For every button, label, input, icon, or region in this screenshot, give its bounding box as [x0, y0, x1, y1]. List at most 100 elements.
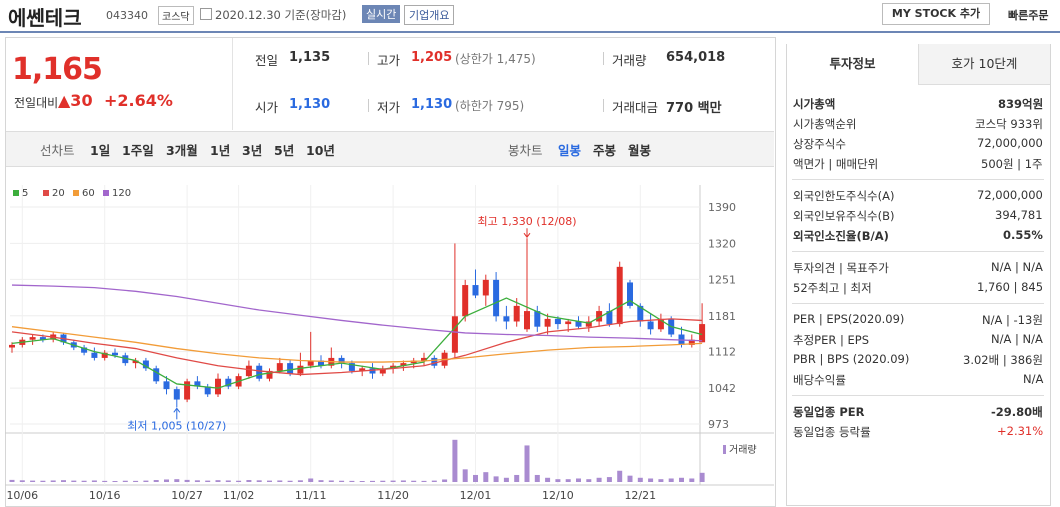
volume-bar: [287, 480, 293, 482]
volume-bar: [112, 481, 118, 482]
info-label: 시가총액순위: [793, 117, 857, 131]
volume-bar: [225, 480, 231, 482]
candle-body: [276, 363, 283, 371]
y-tick-label: 1251: [708, 273, 736, 286]
candle-body: [534, 311, 541, 327]
my-stock[interactable]: MY STOCK 추가: [882, 3, 990, 25]
volume-bar: [524, 445, 530, 482]
volume-bar: [442, 479, 448, 482]
volume-bar: [308, 478, 314, 482]
annotation-head: [173, 407, 181, 413]
calendar-icon: [200, 8, 212, 20]
quick-order[interactable]: 빠른주문: [1008, 9, 1049, 22]
volume-bar: [606, 477, 612, 482]
x-tick-label: 11/20: [377, 489, 409, 502]
info-label: 동일업종 등락률: [793, 425, 871, 439]
candle-body: [493, 279, 500, 317]
candle-body: [348, 363, 355, 371]
x-tick-label: 10/27: [171, 489, 203, 502]
tab[interactable]: 투자정보: [787, 44, 918, 84]
volume-bar: [637, 477, 643, 482]
candle-body: [637, 305, 644, 322]
annotation: 최저 1,005 (10/27): [127, 419, 226, 432]
volume-bar: [658, 479, 664, 482]
volume-bar: [236, 480, 242, 482]
x-tick-label: 11/02: [223, 489, 255, 502]
volume-bar: [431, 480, 437, 482]
volume-bar: [359, 481, 365, 482]
period-button[interactable]: 1일: [90, 143, 111, 158]
divider: [603, 52, 604, 65]
candle-button[interactable]: 주봉: [593, 143, 617, 158]
volume-bar: [174, 479, 180, 482]
period-button[interactable]: 5년: [274, 143, 295, 158]
volume-bar: [493, 476, 499, 482]
volume-bar: [297, 480, 303, 482]
volume-bar: [390, 480, 396, 482]
legend-label: 20: [52, 188, 65, 199]
candle-body: [225, 378, 232, 387]
candle-body: [256, 365, 263, 379]
legend-label: 5: [22, 188, 28, 199]
ma-line: [11, 284, 703, 342]
candle-body: [359, 368, 366, 371]
info-value: 72,000,000: [977, 136, 1043, 150]
period-button[interactable]: 1년: [210, 143, 231, 158]
candle-body: [163, 381, 170, 390]
volume-bar: [617, 470, 623, 482]
candle-body: [318, 360, 324, 366]
candle-body: [287, 363, 294, 374]
candle-button[interactable]: 월봉: [628, 143, 652, 158]
info-value: N/A | N/A: [991, 332, 1043, 346]
info-value: +2.31%: [997, 424, 1044, 438]
volume-bar: [565, 479, 571, 482]
info-value: 코스닥 933위: [975, 117, 1043, 131]
stock-code: 043340: [106, 9, 148, 22]
candle-body: [307, 360, 314, 366]
candle-body: [657, 318, 664, 330]
candle-body: [585, 321, 592, 327]
x-tick-label: 12/21: [624, 489, 656, 502]
period-button[interactable]: 1주일: [122, 143, 154, 158]
summary-label: 전일: [255, 53, 279, 68]
volume-bar: [194, 480, 200, 482]
volume-bar: [102, 480, 108, 482]
candle-body: [513, 305, 520, 322]
volume-bar: [81, 480, 87, 482]
realtime[interactable]: 실시간: [362, 5, 401, 23]
period-button[interactable]: 3년: [242, 143, 263, 158]
tab[interactable]: 호가 10단계: [918, 44, 1050, 85]
info-label: 52주최고 | 최저: [793, 281, 872, 295]
candle-body: [122, 355, 129, 364]
candle-body: [627, 282, 633, 306]
info-value: -29.80배: [991, 405, 1043, 419]
candle-body: [338, 357, 345, 364]
candle-body: [472, 285, 479, 296]
legend-swatch: [43, 190, 49, 196]
x-tick-label: 10/06: [6, 489, 38, 502]
ma-line: [11, 297, 703, 389]
x-tick-label: 12/01: [460, 489, 492, 502]
candle-body: [431, 357, 438, 366]
period-button[interactable]: 10년: [306, 143, 335, 158]
candle-body: [699, 324, 706, 343]
candle-body: [565, 321, 572, 325]
x-tick-label: 11/11: [295, 489, 327, 502]
change: ▲30: [58, 91, 93, 110]
date: 2020.12.30 기준(장마감): [215, 8, 347, 22]
candle-button[interactable]: 일봉: [558, 143, 582, 158]
period-button[interactable]: 3개월: [166, 143, 198, 158]
company-info[interactable]: 기업개요: [404, 5, 455, 25]
volume-bar: [400, 480, 406, 482]
candle-body: [245, 365, 252, 377]
candle-body: [554, 318, 561, 325]
volume-bar: [534, 474, 540, 482]
volume-bar: [318, 480, 324, 482]
divider: [368, 52, 369, 65]
group-rule: [792, 303, 1044, 304]
volume-bar: [648, 478, 654, 482]
candle-body: [39, 337, 46, 340]
divider: [368, 99, 369, 112]
info-label: PER | EPS(2020.09): [793, 312, 905, 326]
candle-body: [266, 370, 273, 379]
